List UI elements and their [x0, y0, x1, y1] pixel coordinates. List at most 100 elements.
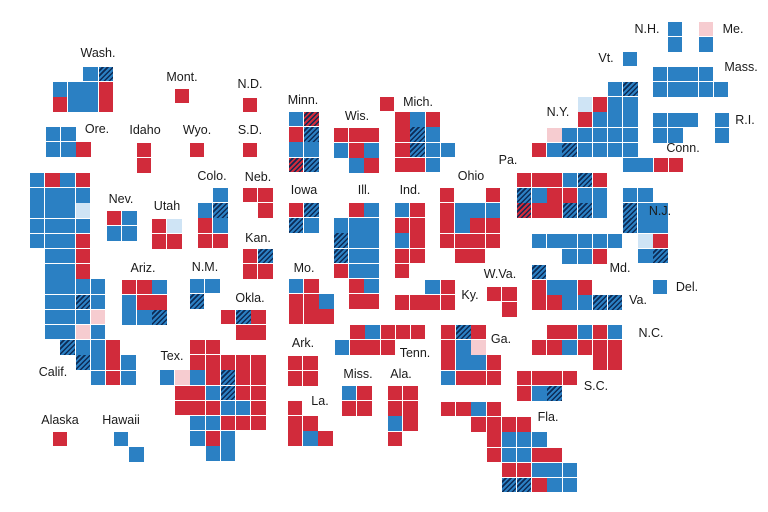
district-tile-rep[interactable]: [175, 385, 190, 400]
district-tile-dem[interactable]: [388, 416, 403, 431]
district-tile-dem[interactable]: [593, 203, 608, 218]
district-tile-rep[interactable]: [350, 340, 365, 355]
district-tile-dem[interactable]: [698, 82, 713, 97]
district-tile-dem[interactable]: [90, 279, 106, 294]
district-tile-rep[interactable]: [303, 371, 318, 386]
district-tile-dem[interactable]: [198, 203, 213, 218]
district-tile-rep[interactable]: [357, 401, 372, 416]
district-tile-lean-dem[interactable]: [167, 219, 182, 234]
district-tile-dem[interactable]: [220, 446, 236, 461]
district-tile-dem[interactable]: [562, 295, 577, 310]
district-tile-rep[interactable]: [364, 294, 379, 309]
district-tile-rep[interactable]: [380, 97, 395, 112]
district-tile-rep[interactable]: [289, 294, 304, 309]
district-tile-dem[interactable]: [220, 431, 236, 446]
district-tile-dem[interactable]: [61, 142, 76, 157]
district-tile-dem[interactable]: [668, 82, 683, 97]
district-tile-rep[interactable]: [251, 385, 266, 400]
district-tile-rep[interactable]: [304, 294, 319, 309]
district-tile-dem[interactable]: [608, 127, 623, 142]
district-tile-rep[interactable]: [243, 264, 258, 279]
district-tile-dem-hatched[interactable]: [532, 265, 547, 280]
district-tile-rep[interactable]: [236, 370, 251, 385]
district-tile-rep[interactable]: [98, 97, 113, 112]
district-tile-dem[interactable]: [608, 325, 623, 340]
district-tile-lean-rep[interactable]: [90, 309, 106, 325]
district-tile-dem[interactable]: [205, 279, 220, 294]
district-tile-dem-hatched[interactable]: [258, 249, 273, 264]
district-tile-rep[interactable]: [303, 356, 318, 371]
district-tile-dem[interactable]: [349, 263, 364, 279]
district-tile-dem[interactable]: [562, 462, 577, 478]
district-tile-rep[interactable]: [486, 370, 501, 385]
district-tile-dem[interactable]: [623, 112, 638, 127]
district-tile-rep[interactable]: [592, 355, 608, 370]
district-tile-dem-hatched[interactable]: [190, 294, 205, 309]
district-tile-dem-hatched[interactable]: [289, 218, 304, 233]
district-tile-rep[interactable]: [198, 233, 213, 248]
district-tile-dem[interactable]: [319, 294, 334, 309]
district-tile-dem[interactable]: [60, 325, 75, 340]
district-tile-dem[interactable]: [220, 400, 236, 416]
district-tile-dem[interactable]: [349, 158, 364, 173]
district-tile-rep[interactable]: [486, 402, 501, 417]
district-tile-rep[interactable]: [243, 143, 258, 158]
district-tile-dem[interactable]: [53, 82, 68, 97]
district-tile-dem[interactable]: [45, 203, 60, 218]
district-tile-dem[interactable]: [638, 203, 653, 218]
district-tile-dem[interactable]: [75, 188, 90, 203]
district-tile-dem[interactable]: [30, 233, 45, 249]
district-tile-rep[interactable]: [456, 402, 471, 417]
district-tile-dem-hatched[interactable]: [152, 310, 167, 325]
district-tile-rep[interactable]: [251, 325, 266, 340]
district-tile-dem-hatched[interactable]: [334, 248, 349, 263]
district-tile-rep[interactable]: [471, 325, 486, 340]
district-tile-rep[interactable]: [349, 279, 364, 294]
district-tile-rep[interactable]: [440, 233, 455, 248]
district-tile-rep[interactable]: [668, 158, 684, 173]
district-tile-dem[interactable]: [623, 52, 638, 67]
district-tile-lean-rep[interactable]: [175, 370, 190, 385]
district-tile-rep[interactable]: [441, 325, 456, 340]
district-tile-rep[interactable]: [152, 234, 167, 249]
district-tile-dem[interactable]: [562, 249, 577, 264]
district-tile-dem[interactable]: [304, 142, 319, 157]
district-tile-rep[interactable]: [205, 370, 220, 385]
district-tile-dem[interactable]: [592, 234, 608, 249]
district-tile-rep[interactable]: [349, 128, 364, 143]
district-tile-rep[interactable]: [592, 249, 608, 264]
district-tile-dem[interactable]: [683, 82, 698, 97]
district-tile-dem[interactable]: [304, 218, 319, 233]
district-tile-dem[interactable]: [501, 432, 517, 447]
district-tile-rep[interactable]: [486, 355, 501, 370]
district-tile-rep[interactable]: [137, 295, 152, 310]
district-tile-dem[interactable]: [83, 67, 98, 82]
district-tile-dem[interactable]: [30, 203, 45, 218]
district-tile-rep[interactable]: [106, 340, 121, 355]
district-tile-dem[interactable]: [668, 37, 683, 52]
district-tile-rep[interactable]: [547, 340, 562, 355]
district-tile-dem-hatched[interactable]: [562, 142, 577, 158]
district-tile-rep[interactable]: [251, 310, 266, 325]
district-tile-dem[interactable]: [365, 325, 380, 340]
district-tile-dem[interactable]: [562, 173, 577, 188]
district-tile-dem[interactable]: [562, 478, 577, 493]
district-tile-dem[interactable]: [668, 113, 683, 128]
district-tile-dem-hatched[interactable]: [562, 203, 577, 218]
district-tile-rep[interactable]: [410, 218, 425, 233]
district-tile-rep[interactable]: [592, 97, 608, 112]
district-tile-rep[interactable]: [517, 173, 532, 188]
district-tile-rep[interactable]: [304, 279, 319, 294]
district-tile-rep[interactable]: [303, 416, 318, 431]
district-tile-dem[interactable]: [289, 142, 304, 157]
district-tile-rep[interactable]: [532, 340, 547, 355]
district-tile-dem[interactable]: [83, 82, 98, 97]
district-tile-dem[interactable]: [623, 127, 638, 142]
district-tile-dem[interactable]: [30, 218, 45, 233]
district-tile-dem[interactable]: [608, 82, 623, 97]
district-tile-rep[interactable]: [205, 355, 220, 370]
district-tile-dem[interactable]: [364, 203, 379, 218]
district-tile-dem[interactable]: [471, 355, 486, 370]
district-tile-rep-hatched[interactable]: [517, 203, 532, 218]
district-tile-dem[interactable]: [592, 142, 608, 158]
